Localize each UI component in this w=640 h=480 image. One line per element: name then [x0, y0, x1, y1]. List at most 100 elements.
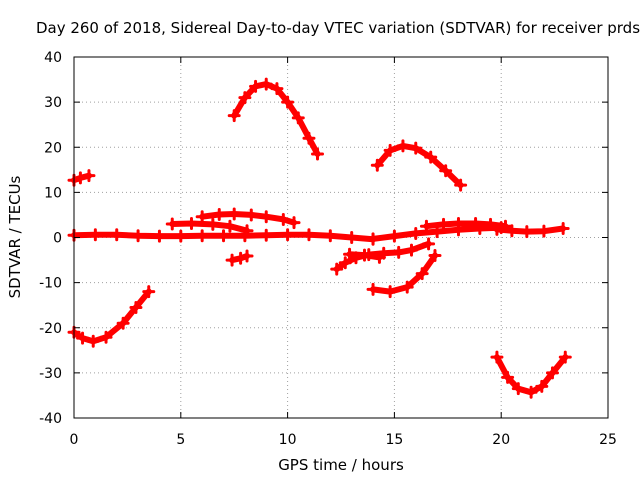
x-tick-label: 15 [385, 432, 403, 448]
data-point [400, 280, 414, 294]
series-arc-2 [67, 285, 156, 348]
data-point [270, 82, 284, 96]
data-point [302, 131, 316, 145]
x-axis-label: GPS time / hours [278, 456, 404, 474]
x-tick-label: 0 [70, 432, 79, 448]
data-point [227, 207, 241, 221]
data-point [259, 228, 273, 242]
data-point [76, 331, 90, 345]
data-point [439, 164, 453, 178]
data-point [520, 225, 534, 239]
data-point [558, 350, 572, 364]
data-point [396, 139, 410, 153]
data-point [422, 237, 436, 251]
data-point [217, 229, 231, 243]
x-tick-label: 25 [599, 432, 617, 448]
x-tick-label: 5 [176, 432, 185, 448]
x-tick-label: 20 [492, 432, 510, 448]
data-point [505, 224, 519, 238]
data-point [511, 382, 525, 396]
series-line [71, 288, 152, 345]
data-point [99, 330, 113, 344]
series-arc-7 [227, 77, 325, 161]
data-point [88, 228, 102, 242]
data-point [276, 212, 290, 226]
data-point [249, 79, 263, 93]
data-point [129, 300, 143, 314]
data-point [535, 379, 549, 393]
data-point [490, 350, 504, 364]
data-point [259, 210, 273, 224]
data-point [469, 217, 483, 231]
series-arc-4 [165, 217, 254, 238]
data-point [184, 217, 198, 231]
y-tick-label: -20 [39, 321, 62, 337]
data-point [195, 229, 209, 243]
data-point [206, 217, 220, 231]
data-point [392, 245, 406, 259]
data-point [451, 217, 465, 231]
series-arc-14 [490, 221, 570, 239]
data-point [238, 91, 252, 105]
data-point [330, 262, 344, 276]
data-point [484, 217, 498, 231]
chart-title: Day 260 of 2018, Sidereal Day-to-day VTE… [36, 19, 640, 37]
data-point [195, 210, 209, 224]
data-point [302, 228, 316, 242]
y-tick-label: -40 [39, 411, 62, 427]
data-point [116, 316, 130, 330]
data-point [545, 366, 559, 380]
series-arc-6 [225, 249, 254, 267]
data-point [174, 229, 188, 243]
data-point [287, 216, 301, 230]
data-point [338, 256, 352, 270]
data-point [409, 226, 423, 240]
series-arc-10 [366, 249, 442, 299]
data-point [244, 208, 258, 222]
series-arc-3 [67, 228, 380, 246]
data-point [131, 229, 145, 243]
data-point [383, 285, 397, 299]
data-point [404, 243, 418, 257]
y-tick-label: -10 [39, 276, 62, 292]
data-point [345, 231, 359, 244]
y-tick-label: 40 [44, 50, 62, 66]
y-tick-label: 20 [44, 140, 62, 156]
data-point [372, 250, 386, 264]
data-point [212, 207, 226, 221]
data-point [424, 150, 438, 164]
data-point [225, 253, 239, 267]
data-point [291, 111, 305, 125]
x-tick-label: 10 [279, 432, 297, 448]
data-point [524, 385, 538, 399]
data-point [311, 147, 325, 161]
tick-layer: 0 5 10 15 20 25 -40 -30 -20 -10 0 10 20 30 40 [39, 50, 617, 448]
data-point [165, 217, 179, 231]
data-point [259, 77, 273, 91]
series-arc-11 [370, 139, 468, 192]
y-axis-label: SDTVAR / TECUs [6, 175, 24, 298]
series-layer [67, 77, 572, 399]
data-point [73, 171, 87, 185]
data-point [152, 229, 166, 243]
data-point [240, 249, 254, 263]
data-point [501, 370, 515, 384]
series-arc-5 [195, 207, 301, 230]
series-arc-1 [67, 169, 96, 187]
data-point [366, 282, 380, 296]
data-point [366, 232, 380, 246]
data-point [142, 285, 156, 299]
data-point [415, 267, 429, 281]
data-point [419, 219, 433, 233]
data-point [383, 143, 397, 157]
data-point [323, 229, 337, 243]
data-point [357, 248, 371, 262]
series-arc-9 [343, 247, 386, 264]
series-arc-12 [366, 221, 508, 246]
y-tick-label: -30 [39, 366, 62, 382]
series-arc-13 [419, 217, 512, 233]
data-point [409, 141, 423, 155]
data-point [490, 222, 504, 236]
y-tick-label: 0 [53, 231, 62, 247]
